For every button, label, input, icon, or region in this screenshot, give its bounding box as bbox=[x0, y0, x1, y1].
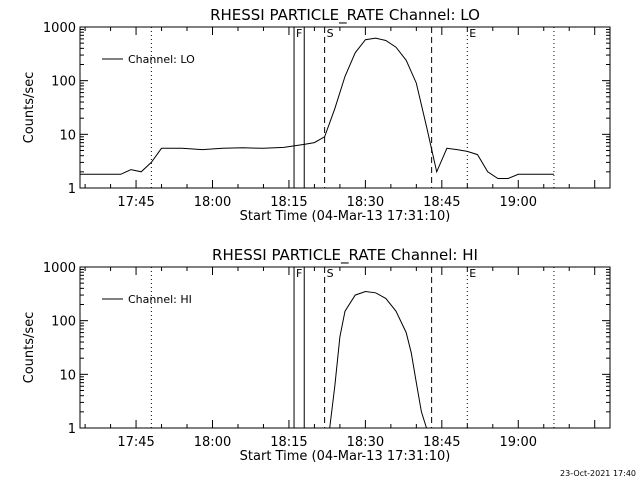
chart1-marker-label: S bbox=[327, 27, 334, 40]
chart2-x-tick-label: 18:30 bbox=[347, 435, 384, 450]
chart1-x-tick-label: 18:15 bbox=[270, 195, 307, 210]
chart2-x-tick-label: 18:15 bbox=[270, 435, 307, 450]
chart2-series-line bbox=[329, 290, 427, 429]
chart1-series-line bbox=[80, 37, 554, 179]
chart2-y-tick-label: 10 bbox=[59, 368, 76, 383]
chart2-title: RHESSI PARTICLE_RATE Channel: HI bbox=[212, 246, 478, 265]
chart2-y-tick-label: 1000 bbox=[43, 261, 76, 276]
chart2-marker-label: F bbox=[296, 267, 302, 280]
chart2-legend-label: Channel: HI bbox=[128, 293, 192, 306]
chart1-title: RHESSI PARTICLE_RATE Channel: LO bbox=[210, 6, 480, 25]
chart1-x-tick-label: 17:45 bbox=[117, 195, 154, 210]
chart2-x-tick-label: 18:00 bbox=[194, 435, 231, 450]
chart2-plot-frame bbox=[79, 266, 611, 429]
chart1-marker-label: F bbox=[296, 27, 302, 40]
chart1-marker-label: E bbox=[469, 27, 476, 40]
chart1-y-axis-label: Counts/sec bbox=[22, 72, 37, 144]
chart2-y-tick-label: 100 bbox=[51, 315, 76, 330]
chart1-x-tick-label: 18:30 bbox=[347, 195, 384, 210]
chart1-x-tick-label: 19:00 bbox=[500, 195, 537, 210]
chart2-y-tick-label: 1 bbox=[68, 422, 76, 437]
chart1-legend-label: Channel: LO bbox=[128, 53, 195, 66]
chart1-plot-frame bbox=[79, 26, 611, 189]
chart1-y-tick-label: 10 bbox=[59, 128, 76, 143]
chart2-y-axis-label: Counts/sec bbox=[22, 312, 37, 384]
chart2-x-tick-label: 17:45 bbox=[117, 435, 154, 450]
chart1-x-tick-label: 18:00 bbox=[194, 195, 231, 210]
chart2-x-tick-label: 18:45 bbox=[423, 435, 460, 450]
footer-timestamp: 23-Oct-2021 17:40 bbox=[560, 469, 636, 478]
chart2-marker-label: E bbox=[469, 267, 476, 280]
chart1-x-axis-label: Start Time (04-Mar-13 17:31:10) bbox=[240, 209, 451, 224]
chart1-x-tick-label: 18:45 bbox=[423, 195, 460, 210]
chart2-x-tick-label: 19:00 bbox=[500, 435, 537, 450]
chart1-y-tick-label: 100 bbox=[51, 75, 76, 90]
chart1-y-tick-label: 1000 bbox=[43, 21, 76, 36]
chart1-y-tick-label: 1 bbox=[68, 182, 76, 197]
chart2-x-axis-label: Start Time (04-Mar-13 17:31:10) bbox=[240, 449, 451, 464]
chart2-marker-label: S bbox=[327, 267, 334, 280]
